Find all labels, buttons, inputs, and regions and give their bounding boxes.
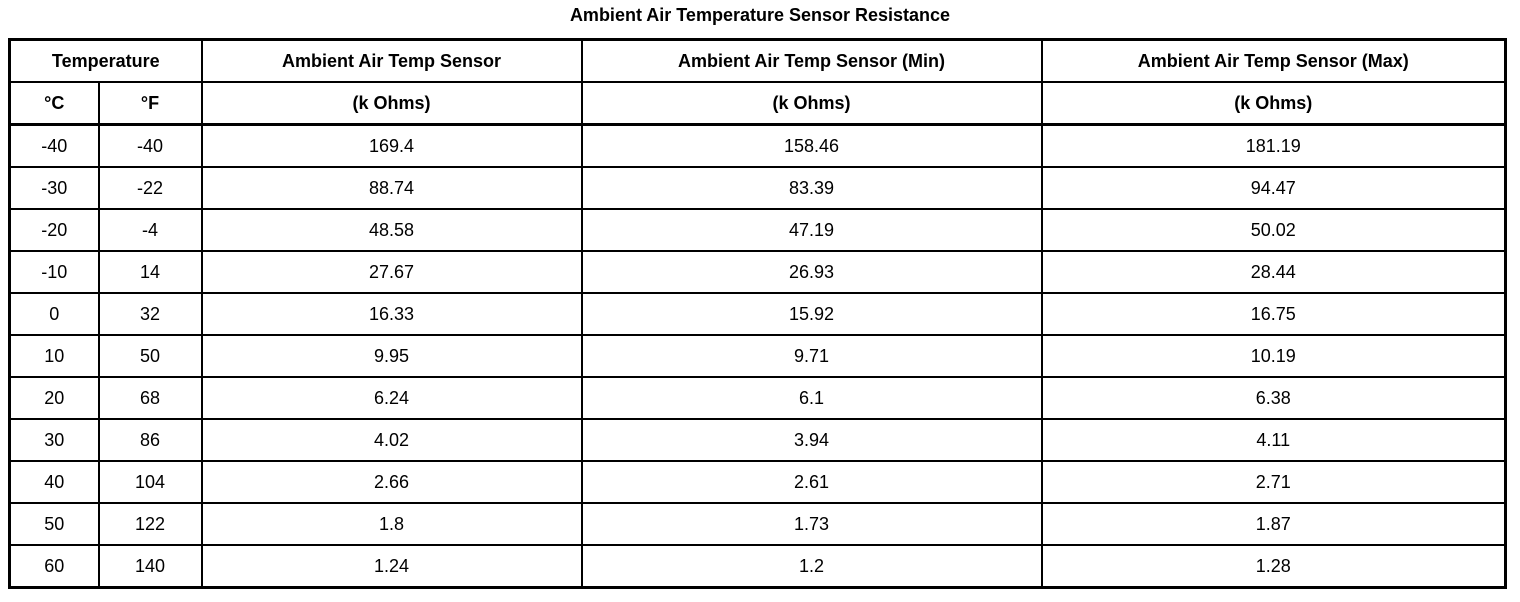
table-cell-c: 40 — [8, 460, 100, 504]
table-cell-max: 94.47 — [1040, 166, 1507, 210]
table-cell-f: 68 — [97, 376, 203, 420]
header-unit-max: (k Ohms) — [1040, 81, 1507, 126]
header-fahrenheit: °F — [97, 81, 203, 126]
table-cell-sensor: 169.4 — [200, 123, 583, 168]
table-cell-c: -40 — [8, 123, 100, 168]
table-cell-sensor: 9.95 — [200, 334, 583, 378]
table-cell-min: 6.1 — [580, 376, 1043, 420]
table-cell-f: 86 — [97, 418, 203, 462]
table-row: 20 68 6.24 6.1 6.38 — [8, 376, 1507, 420]
table-cell-c: 30 — [8, 418, 100, 462]
table-cell-f: -4 — [97, 208, 203, 252]
table-cell-c: 50 — [8, 502, 100, 546]
table-cell-max: 1.28 — [1040, 544, 1507, 589]
table-cell-sensor: 16.33 — [200, 292, 583, 336]
table-row: 30 86 4.02 3.94 4.11 — [8, 418, 1507, 462]
header-sensor-min: Ambient Air Temp Sensor (Min) — [580, 38, 1043, 83]
table-cell-c: -20 — [8, 208, 100, 252]
header-sensor-max: Ambient Air Temp Sensor (Max) — [1040, 38, 1507, 83]
table-cell-max: 2.71 — [1040, 460, 1507, 504]
table-cell-min: 158.46 — [580, 123, 1043, 168]
table-cell-sensor: 27.67 — [200, 250, 583, 294]
table-cell-max: 181.19 — [1040, 123, 1507, 168]
table-cell-sensor: 6.24 — [200, 376, 583, 420]
table-cell-c: 10 — [8, 334, 100, 378]
table-cell-min: 9.71 — [580, 334, 1043, 378]
page-title: Ambient Air Temperature Sensor Resistanc… — [569, 5, 951, 25]
table-cell-sensor: 4.02 — [200, 418, 583, 462]
header-unit-sensor: (k Ohms) — [200, 81, 583, 126]
table-cell-max: 6.38 — [1040, 376, 1507, 420]
table-cell-f: 14 — [97, 250, 203, 294]
table-cell-c: 0 — [8, 292, 100, 336]
table-body: -40 -40 169.4 158.46 181.19 -30 -22 88.74 83.39 9… — [8, 123, 1507, 589]
table-header: Temperature Ambient Air Temp Sensor Ambi… — [8, 38, 1507, 126]
table-cell-max: 4.11 — [1040, 418, 1507, 462]
header-celsius: °C — [8, 81, 100, 126]
table-cell-sensor: 88.74 — [200, 166, 583, 210]
table-cell-c: 60 — [8, 544, 100, 589]
table-cell-f: 104 — [97, 460, 203, 504]
table-cell-sensor: 2.66 — [200, 460, 583, 504]
table-row: 10 50 9.95 9.71 10.19 — [8, 334, 1507, 378]
table-row: 60 140 1.24 1.2 1.28 — [8, 544, 1507, 589]
table-cell-c: -30 — [8, 166, 100, 210]
table-cell-min: 26.93 — [580, 250, 1043, 294]
table-cell-f: -40 — [97, 123, 203, 168]
table-row: -10 14 27.67 26.93 28.44 — [8, 250, 1507, 294]
table-row: -20 -4 48.58 47.19 50.02 — [8, 208, 1507, 252]
table-cell-max: 28.44 — [1040, 250, 1507, 294]
table-cell-f: -22 — [97, 166, 203, 210]
table-cell-f: 50 — [97, 334, 203, 378]
table-cell-max: 10.19 — [1040, 334, 1507, 378]
resistance-table: Temperature Ambient Air Temp Sensor Ambi… — [8, 38, 1508, 589]
header-row-units: °C °F (k Ohms) (k Ohms) (k Ohms) — [8, 81, 1507, 126]
table-cell-sensor: 1.24 — [200, 544, 583, 589]
header-sensor: Ambient Air Temp Sensor — [200, 38, 583, 83]
table-row: 40 104 2.66 2.61 2.71 — [8, 460, 1507, 504]
table-cell-c: 20 — [8, 376, 100, 420]
table-row: 50 122 1.8 1.73 1.87 — [8, 502, 1507, 546]
table-cell-min: 1.73 — [580, 502, 1043, 546]
table-cell-c: -10 — [8, 250, 100, 294]
table-cell-min: 47.19 — [580, 208, 1043, 252]
table-row: -40 -40 169.4 158.46 181.19 — [8, 123, 1507, 168]
table-cell-f: 140 — [97, 544, 203, 589]
table-cell-sensor: 1.8 — [200, 502, 583, 546]
table-cell-max: 50.02 — [1040, 208, 1507, 252]
header-temperature: Temperature — [8, 38, 203, 83]
table-row: 0 32 16.33 15.92 16.75 — [8, 292, 1507, 336]
table-cell-f: 122 — [97, 502, 203, 546]
table-cell-min: 3.94 — [580, 418, 1043, 462]
table-cell-sensor: 48.58 — [200, 208, 583, 252]
table-cell-f: 32 — [97, 292, 203, 336]
table-cell-min: 2.61 — [580, 460, 1043, 504]
header-unit-min: (k Ohms) — [580, 81, 1043, 126]
table-cell-min: 1.2 — [580, 544, 1043, 589]
table-row: -30 -22 88.74 83.39 94.47 — [8, 166, 1507, 210]
table-cell-max: 16.75 — [1040, 292, 1507, 336]
table-cell-min: 15.92 — [580, 292, 1043, 336]
table-cell-max: 1.87 — [1040, 502, 1507, 546]
table-cell-min: 83.39 — [580, 166, 1043, 210]
header-row-titles: Temperature Ambient Air Temp Sensor Ambi… — [8, 38, 1507, 83]
